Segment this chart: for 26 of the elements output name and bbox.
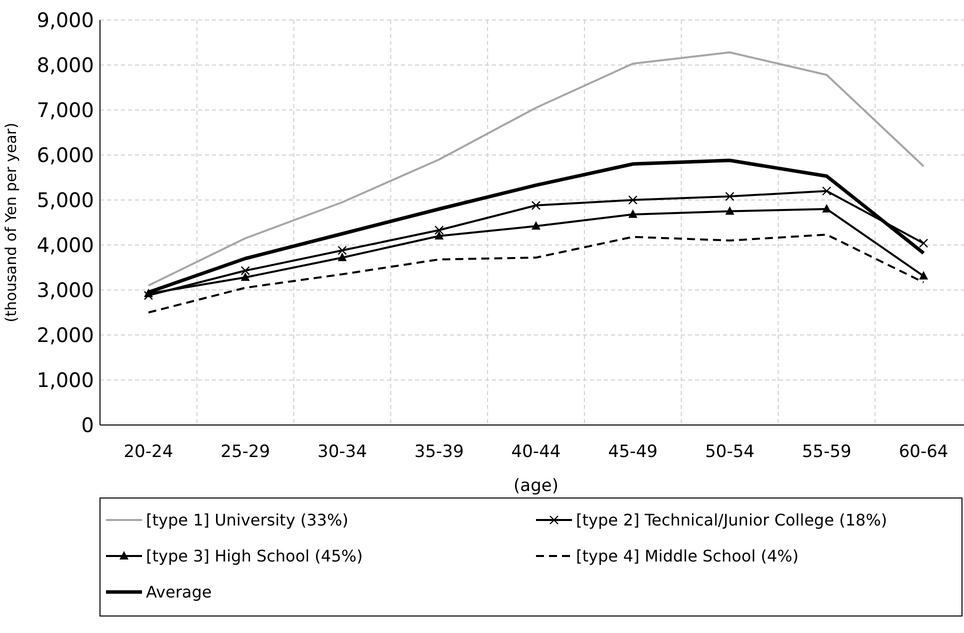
x-tick-label: 40-44 — [511, 442, 561, 462]
x-tick-label: 50-54 — [705, 442, 754, 462]
y-tick-label: 5,000 — [36, 188, 94, 212]
y-tick-label: 0 — [81, 413, 94, 437]
y-tick-label: 6,000 — [36, 143, 94, 167]
y-tick-label: 2,000 — [36, 323, 94, 347]
legend-label: [type 2] Technical/Junior College (18%) — [576, 510, 888, 530]
y-axis-title: (thousand of Yen per year) — [2, 122, 20, 322]
x-tick-label: 45-49 — [608, 442, 658, 462]
legend-label: Average — [146, 582, 212, 602]
x-tick-label: 60-64 — [898, 442, 948, 462]
y-tick-label: 4,000 — [36, 233, 94, 257]
x-tick-label: 20-24 — [124, 442, 174, 462]
legend-label: [type 4] Middle School (4%) — [576, 546, 799, 566]
x-axis-title: (age) — [514, 476, 558, 496]
y-tick-label: 9,000 — [36, 8, 94, 32]
y-tick-label: 1,000 — [36, 368, 94, 392]
y-tick-label: 8,000 — [36, 53, 94, 77]
legend-label: [type 1] University (33%) — [146, 510, 348, 530]
x-tick-label: 30-34 — [318, 442, 367, 462]
x-tick-label: 55-59 — [802, 442, 852, 462]
x-tick-label: 35-39 — [414, 442, 464, 462]
y-tick-label: 7,000 — [36, 98, 94, 122]
y-tick-label: 3,000 — [36, 278, 94, 302]
legend-label: [type 3] High School (45%) — [146, 546, 363, 566]
x-tick-label: 25-29 — [220, 442, 270, 462]
